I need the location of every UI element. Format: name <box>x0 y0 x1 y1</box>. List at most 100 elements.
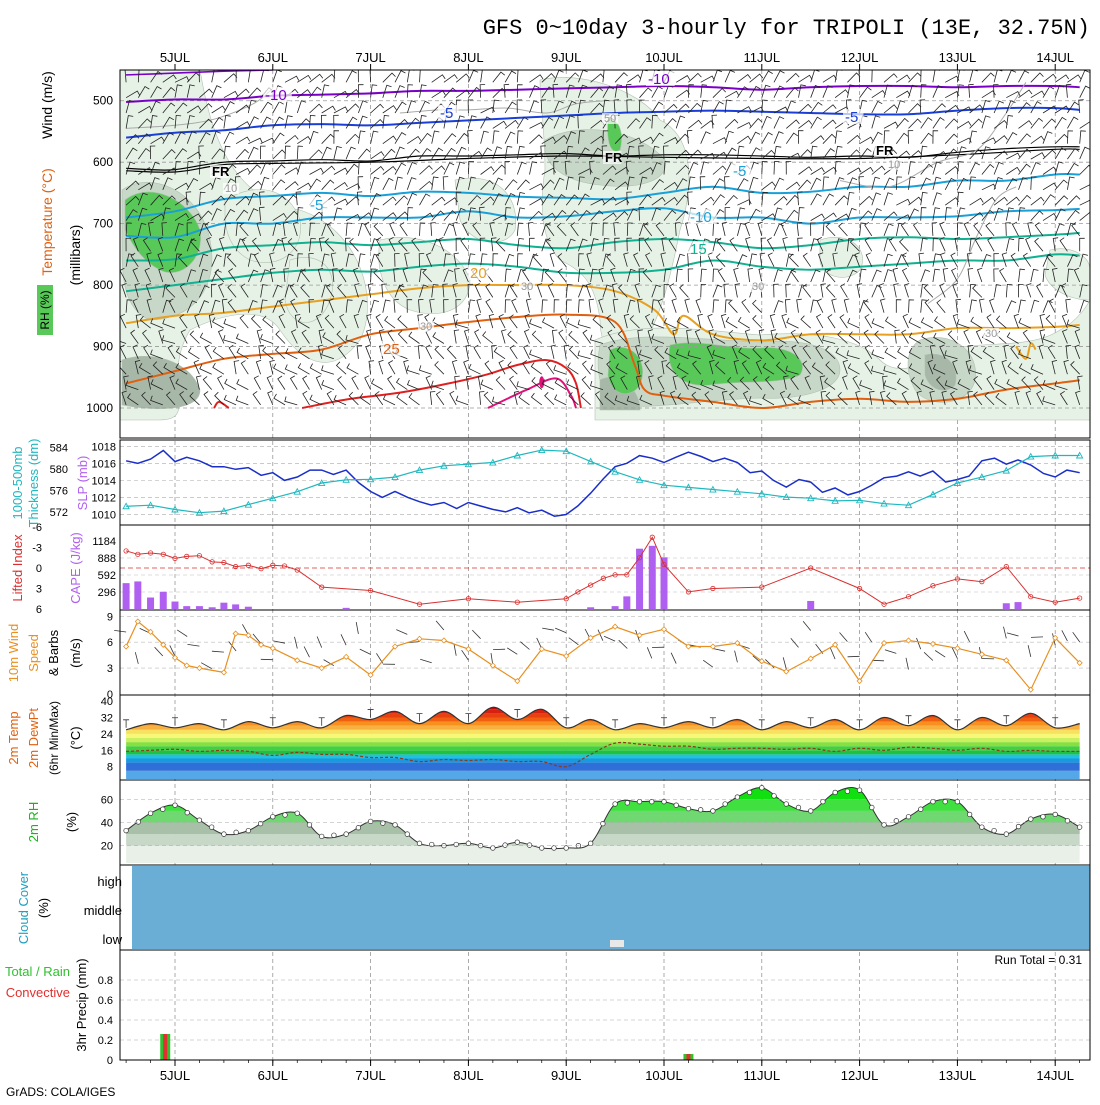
wind-barb <box>523 268 530 282</box>
wind-barb <box>1013 222 1019 236</box>
wind-barb <box>322 147 332 159</box>
wind-barb <box>261 177 270 189</box>
wind-barb <box>760 253 765 267</box>
rh2m-point <box>209 825 214 830</box>
wind-barb <box>712 115 717 128</box>
wind-barb <box>432 177 439 190</box>
wind-barb <box>517 223 523 236</box>
wind-barb <box>921 164 933 174</box>
rh2m-point <box>1077 825 1082 830</box>
wind-barb <box>1043 183 1057 190</box>
top-date-label: 10JUL <box>645 50 683 65</box>
temp-minmax-marker <box>906 716 912 724</box>
wind-barb <box>957 208 965 221</box>
wind-barb <box>811 136 824 144</box>
wind-barb <box>519 393 530 405</box>
wind-barb <box>297 146 303 159</box>
rh2m-point <box>674 803 679 808</box>
wind-barb <box>1031 197 1044 205</box>
wind10-ylabel-1: 10m Wind <box>6 624 21 683</box>
wind-barb <box>303 376 310 390</box>
rh2m-point <box>992 828 997 833</box>
wind-barb <box>921 318 933 329</box>
cape-bar <box>1015 602 1022 609</box>
wind10-line <box>126 622 1080 690</box>
wind-barb <box>1043 195 1055 206</box>
wind-barb <box>358 101 367 113</box>
cape-bar <box>232 604 239 609</box>
rh2m-ylabel-1: 2m RH <box>26 802 41 842</box>
wind10-point <box>221 670 226 675</box>
wind-barb <box>489 314 494 328</box>
wind10-barb <box>454 644 456 656</box>
precip-convective-bar <box>163 1034 167 1060</box>
contour-label: 25 <box>383 341 400 358</box>
wind-barb <box>921 208 927 221</box>
wind-barb <box>310 168 324 174</box>
wind-barb <box>774 284 779 297</box>
wind-barb <box>696 299 701 313</box>
wind-barb <box>1019 238 1024 251</box>
wind-barb <box>970 70 978 83</box>
wind-barb <box>505 300 510 313</box>
slp-tick-label: 1018 <box>92 441 116 453</box>
wind-barb <box>957 162 963 175</box>
wind-barb <box>407 149 419 159</box>
wind-barb <box>337 362 347 374</box>
wind-barb <box>261 163 271 175</box>
wind-barb <box>400 222 407 236</box>
temp2m-tick-label: 16 <box>101 745 113 757</box>
bottom-date-label: 8JUL <box>453 1068 483 1083</box>
rh2m-point <box>1028 817 1033 822</box>
rh2m-point <box>393 823 398 828</box>
li-tick-label: -6 <box>32 522 42 534</box>
wind-barb <box>505 180 517 190</box>
wind-barb <box>358 162 364 175</box>
wind-barb <box>811 194 822 205</box>
wind-barb <box>982 73 995 82</box>
rh2m-point <box>258 821 263 826</box>
wind-barb <box>530 162 538 175</box>
wind-barb <box>933 269 940 282</box>
wind-barb <box>346 147 356 159</box>
wind10-barb <box>135 652 138 664</box>
wind-barb <box>383 116 389 129</box>
wind-barb <box>383 197 396 205</box>
wind-barb <box>826 284 835 297</box>
wind-barb <box>347 364 358 375</box>
wind-barb <box>884 122 898 128</box>
wind-barb <box>885 348 896 359</box>
wind-barb <box>898 348 909 359</box>
wind-barb <box>346 223 352 236</box>
wind-barb <box>496 377 505 390</box>
wind-barb <box>1080 86 1090 98</box>
wind-barb <box>957 223 962 236</box>
cape-bar <box>1003 603 1010 609</box>
wind-barb <box>953 284 958 298</box>
cape-bar <box>209 607 216 609</box>
wind-barb <box>933 208 940 221</box>
wind-barb <box>420 223 426 236</box>
wind-barb <box>786 120 799 128</box>
top-date-label: 14JUL <box>1036 50 1074 65</box>
wind10-barb <box>935 651 945 658</box>
wind10-barb <box>201 663 212 669</box>
contour-label: FR <box>605 150 623 165</box>
thickness-tick-label: 580 <box>50 464 68 476</box>
rh2m-point <box>906 814 911 819</box>
contour-label: -5 <box>440 105 453 122</box>
wind-barb <box>261 138 275 144</box>
wind-barb <box>615 73 628 83</box>
wind-barb <box>365 222 371 236</box>
wind-barb <box>811 168 825 175</box>
wind-barb <box>407 70 414 83</box>
wind-barb <box>994 269 999 282</box>
wind-barb <box>517 180 529 190</box>
wind10-barb <box>304 647 309 658</box>
wind-barb <box>1019 269 1025 282</box>
wind-barb <box>823 75 837 82</box>
wind-barb <box>395 212 408 221</box>
wind-barb <box>884 74 897 83</box>
wind-barb <box>1006 167 1020 174</box>
wind-barb <box>713 89 726 98</box>
